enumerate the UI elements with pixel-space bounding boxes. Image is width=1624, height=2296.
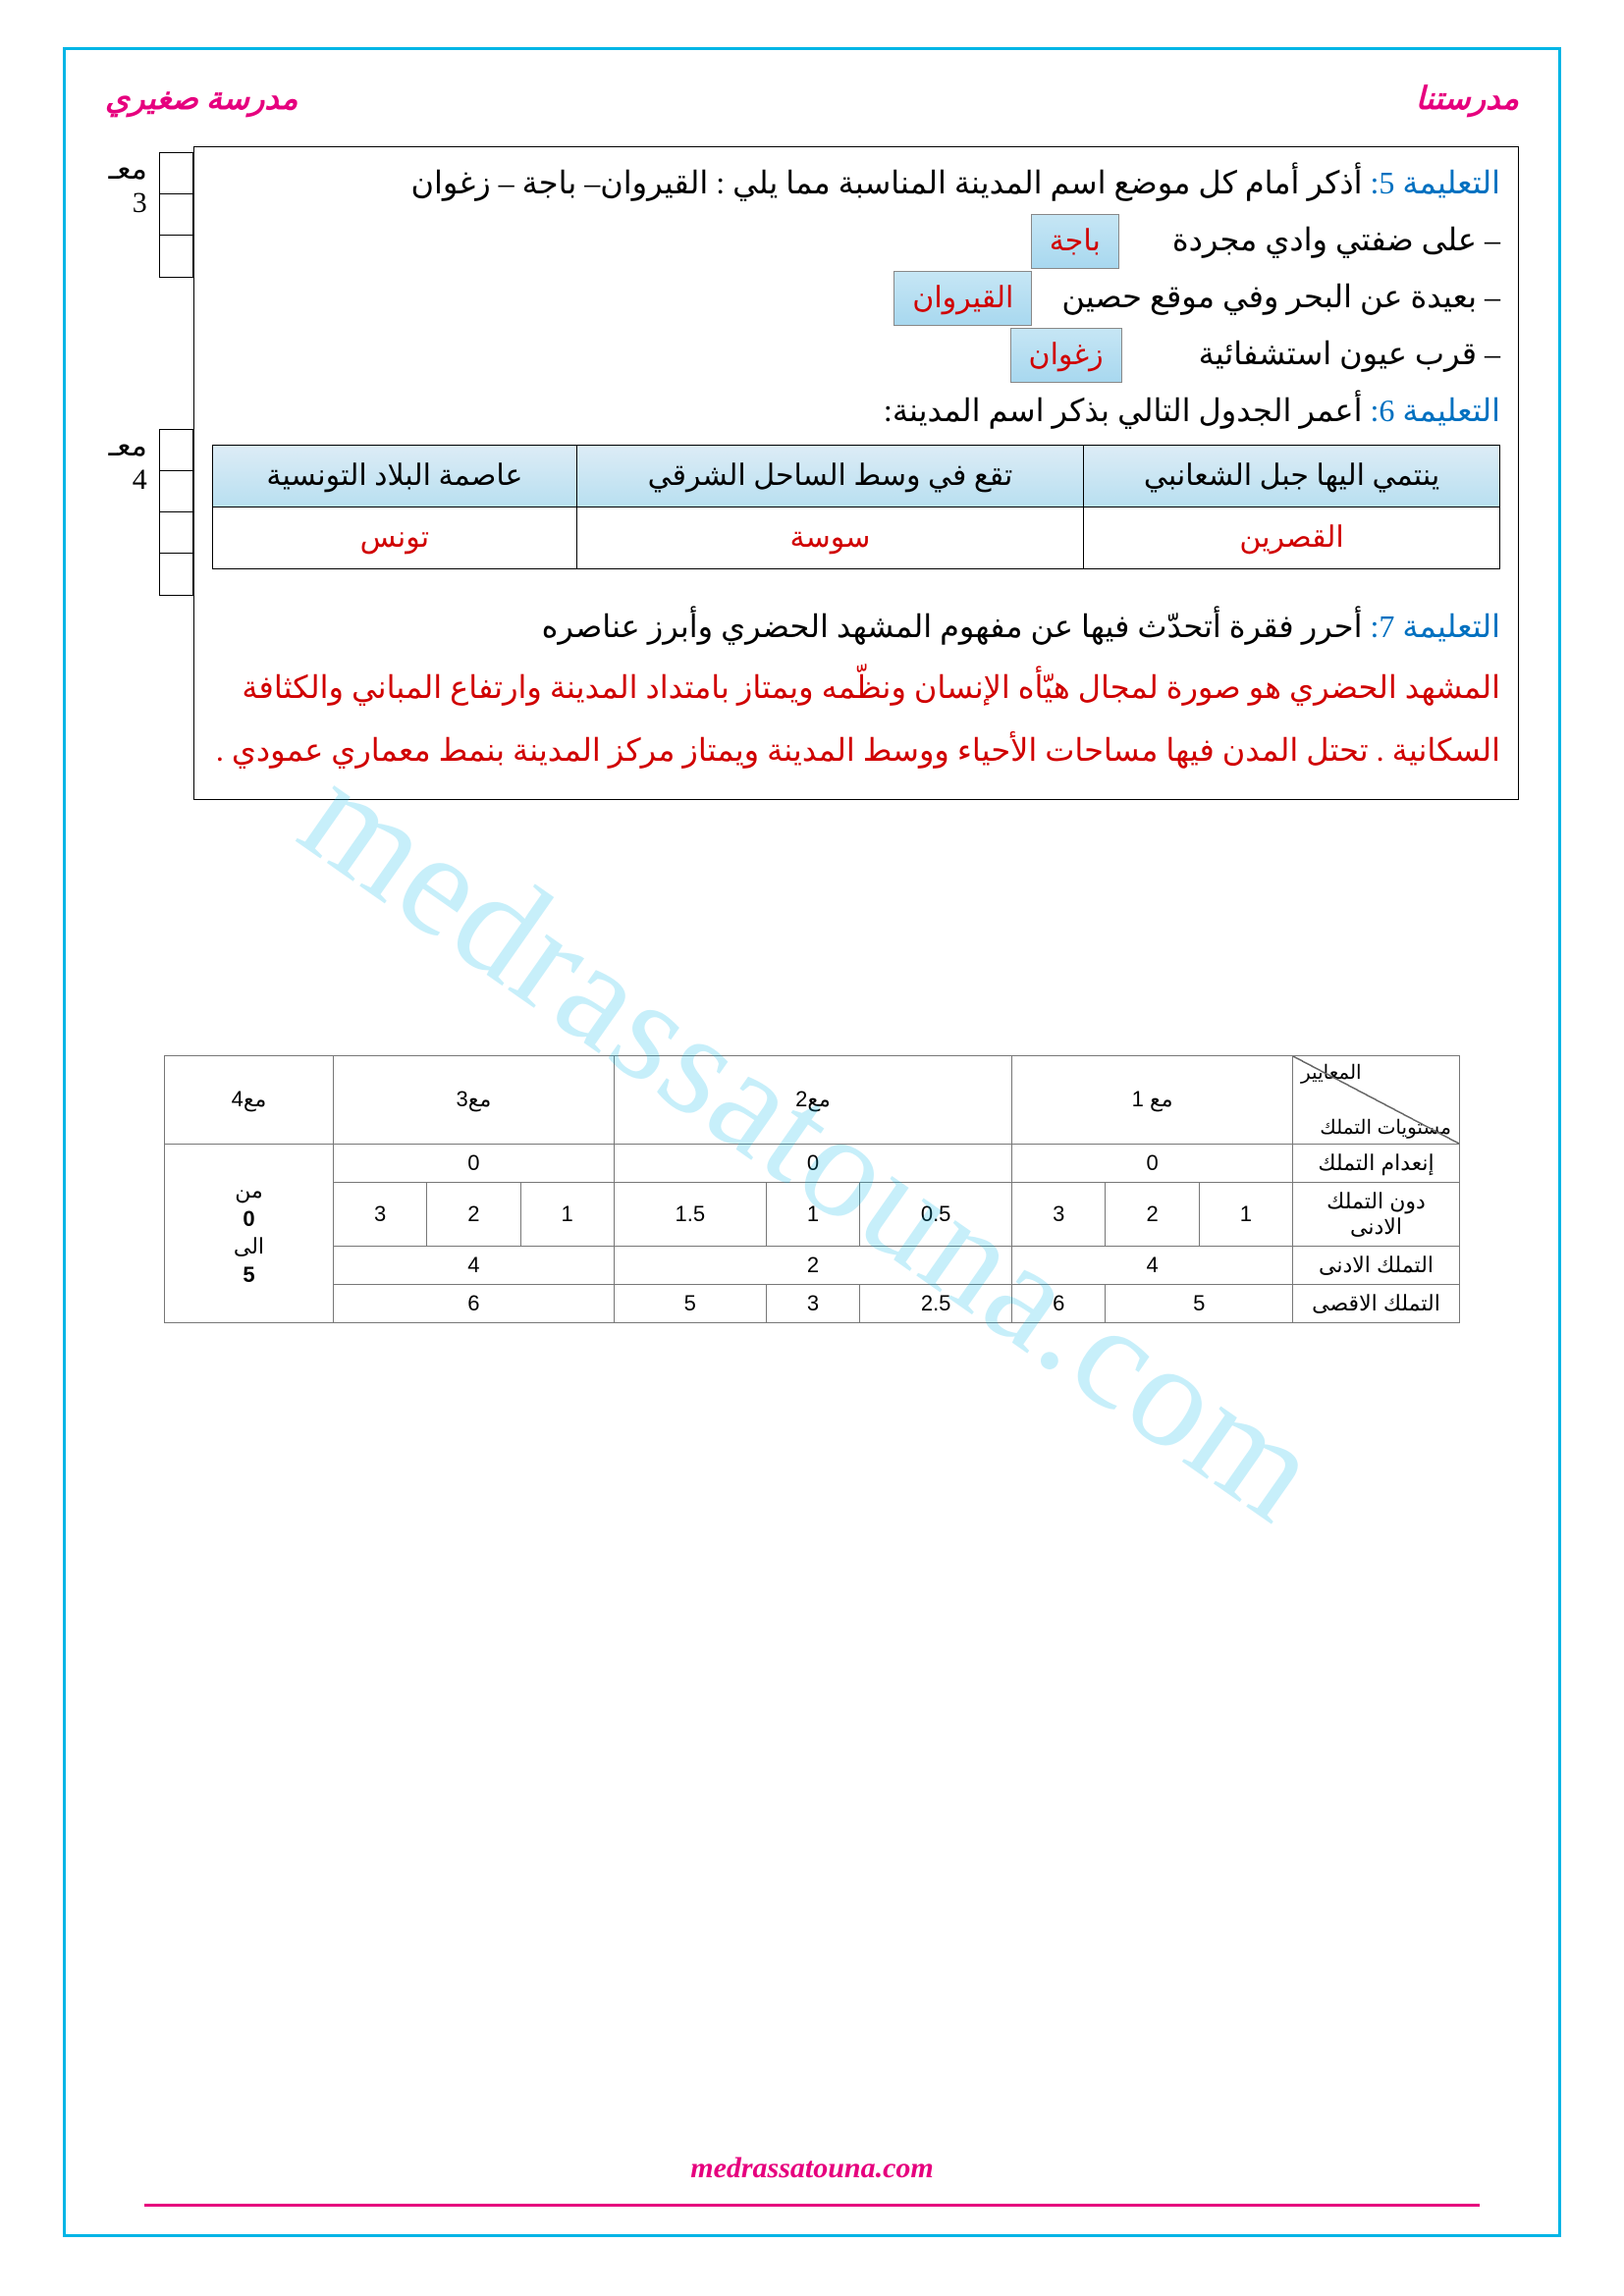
table6-h2: تقع في وسط الساحل الشرقي xyxy=(576,446,1083,507)
rubric-row1: إنعدام التملك 0 0 0 من 0 الى 5 xyxy=(165,1144,1460,1182)
margin-label-3: معـ 3 xyxy=(105,152,153,220)
footer-line xyxy=(144,2204,1480,2207)
rubric-cell: 1 xyxy=(520,1182,614,1246)
rubric-r3-label: التملك الادنى xyxy=(1293,1246,1460,1284)
content-box: التعليمة 5: أذكر أمام كل موضع اسم المدين… xyxy=(193,146,1519,800)
inst5-text: أذكر أمام كل موضع اسم المدينة المناسبة م… xyxy=(411,165,1371,200)
inst7-text: أحرر فقرة أتحدّث فيها عن مفهوم المشهد ال… xyxy=(542,609,1371,644)
margin-box xyxy=(160,236,192,277)
table-inst6: ينتمي اليها جبل الشعانبي تقع في وسط السا… xyxy=(212,445,1500,569)
main-content: التعليمة 5: أذكر أمام كل موضع اسم المدين… xyxy=(105,146,1519,800)
table6-h3: عاصمة البلاد التونسية xyxy=(213,446,577,507)
rubric-table: المعايير مستويات التملك مع 1 مع2 مع3 مع4… xyxy=(164,1055,1460,1323)
rubric-cell: 2 xyxy=(1106,1182,1199,1246)
instruction-6: التعليمة 6: أعمر الجدول التالي بذكر اسم … xyxy=(212,383,1500,440)
margin-group-4: معـ 4 xyxy=(105,429,193,596)
inst5-row2-text: – بعيدة عن البحر وفي موقع حصين xyxy=(1061,279,1500,314)
header-right: مدرستنا xyxy=(1416,80,1519,117)
rubric-r2-label: دون التملك الادنى xyxy=(1293,1182,1460,1246)
rubric-cell: 1.5 xyxy=(614,1182,766,1246)
rubric-cell: 0 xyxy=(333,1144,614,1182)
rubric-cell: 1 xyxy=(766,1182,859,1246)
rubric-cell: 6 xyxy=(1012,1284,1106,1322)
rubric-diag: المعايير مستويات التملك xyxy=(1293,1055,1460,1144)
table6-a2: سوسة xyxy=(576,507,1083,569)
margin-box xyxy=(160,430,192,471)
rubric-c4: مع4 xyxy=(165,1055,334,1144)
rubric-merged: من 0 الى 5 xyxy=(165,1144,334,1322)
rubric-cell: 4 xyxy=(1012,1246,1293,1284)
margin-box xyxy=(160,554,192,595)
margin-box xyxy=(160,512,192,554)
rubric-merged-0: 0 xyxy=(243,1206,254,1231)
rubric-header: المعايير مستويات التملك مع 1 مع2 مع3 مع4 xyxy=(165,1055,1460,1144)
margin-boxes-4 xyxy=(159,429,193,596)
rubric-cell: 3 xyxy=(766,1284,859,1322)
header-left: مدرسة صغيري xyxy=(105,80,298,117)
footer-url: medrassatouna.com xyxy=(66,2152,1558,2185)
rubric-row3: التملك الادنى 4 2 4 xyxy=(165,1246,1460,1284)
inst6-label: التعليمة 6: xyxy=(1370,393,1500,428)
page-frame: مدرستنا مدرسة صغيري medrassatouna.com ال… xyxy=(63,47,1561,2237)
margin-column: معـ 3 معـ 4 xyxy=(105,146,193,600)
inst7-label: التعليمة 7: xyxy=(1370,609,1500,644)
rubric-row4: التملك الاقصى 5 6 2.5 3 5 6 xyxy=(165,1284,1460,1322)
margin-box xyxy=(160,471,192,512)
rubric-cell: 0 xyxy=(1012,1144,1293,1182)
rubric-cell: 0 xyxy=(614,1144,1011,1182)
rubric-cell: 2 xyxy=(614,1246,1011,1284)
rubric-diag-bottom: مستويات التملك xyxy=(1320,1115,1451,1140)
inst5-row3: – قرب عيون استشفائية زغوان xyxy=(212,326,1500,383)
table6-a1: القصرين xyxy=(1084,507,1500,569)
rubric-c1: مع 1 xyxy=(1012,1055,1293,1144)
rubric-r4-label: التملك الاقصى xyxy=(1293,1284,1460,1322)
inst5-row2: – بعيدة عن البحر وفي موقع حصين القيروان xyxy=(212,269,1500,326)
rubric-cell: 3 xyxy=(333,1182,426,1246)
page-header: مدرستنا مدرسة صغيري xyxy=(105,80,1519,117)
table6-h1: ينتمي اليها جبل الشعانبي xyxy=(1084,446,1500,507)
rubric-cell: 5 xyxy=(614,1284,766,1322)
instruction-5: التعليمة 5: أذكر أمام كل موضع اسم المدين… xyxy=(212,155,1500,212)
rubric-cell: 2 xyxy=(427,1182,520,1246)
table6-a3: تونس xyxy=(213,507,577,569)
inst5-row3-text: – قرب عيون استشفائية xyxy=(1199,336,1500,371)
margin-box xyxy=(160,194,192,236)
rubric-cell: 2.5 xyxy=(860,1284,1012,1322)
rubric-merged-from: من xyxy=(235,1178,263,1202)
inst5-label: التعليمة 5: xyxy=(1370,165,1500,200)
rubric-diag-top: المعايير xyxy=(1301,1060,1362,1085)
rubric-c3: مع3 xyxy=(333,1055,614,1144)
margin-group-3: معـ 3 xyxy=(105,152,193,278)
inst7-answer: المشهد الحضري هو صورة لمجال هيّأه الإنسا… xyxy=(212,656,1500,781)
rubric-merged-to: الى xyxy=(234,1234,264,1258)
rubric-cell: 3 xyxy=(1012,1182,1106,1246)
rubric-cell: 6 xyxy=(333,1284,614,1322)
inst5-answer1: باجة xyxy=(1031,214,1119,269)
inst6-text: أعمر الجدول التالي بذكر اسم المدينة: xyxy=(884,393,1371,428)
instruction-7: التعليمة 7: أحرر فقرة أتحدّث فيها عن مفه… xyxy=(212,599,1500,656)
rubric-cell: 1 xyxy=(1199,1182,1292,1246)
rubric-cell: 4 xyxy=(333,1246,614,1284)
rubric-section: المعايير مستويات التملك مع 1 مع2 مع3 مع4… xyxy=(164,1055,1460,1323)
inst5-row1: – على ضفتي وادي مجردة باجة xyxy=(212,212,1500,269)
margin-label-4: معـ 4 xyxy=(105,429,153,497)
margin-boxes-3 xyxy=(159,152,193,278)
margin-box xyxy=(160,153,192,194)
rubric-cell: 0.5 xyxy=(860,1182,1012,1246)
inst5-row1-text: – على ضفتي وادي مجردة xyxy=(1172,222,1500,257)
rubric-cell: 5 xyxy=(1106,1284,1293,1322)
rubric-r1-label: إنعدام التملك xyxy=(1293,1144,1460,1182)
inst5-answer2: القيروان xyxy=(893,271,1032,326)
rubric-c2: مع2 xyxy=(614,1055,1011,1144)
rubric-row2: دون التملك الادنى 1 2 3 0.5 1 1.5 1 2 3 xyxy=(165,1182,1460,1246)
inst5-answer3: زغوان xyxy=(1010,328,1122,383)
rubric-merged-5: 5 xyxy=(243,1262,254,1287)
